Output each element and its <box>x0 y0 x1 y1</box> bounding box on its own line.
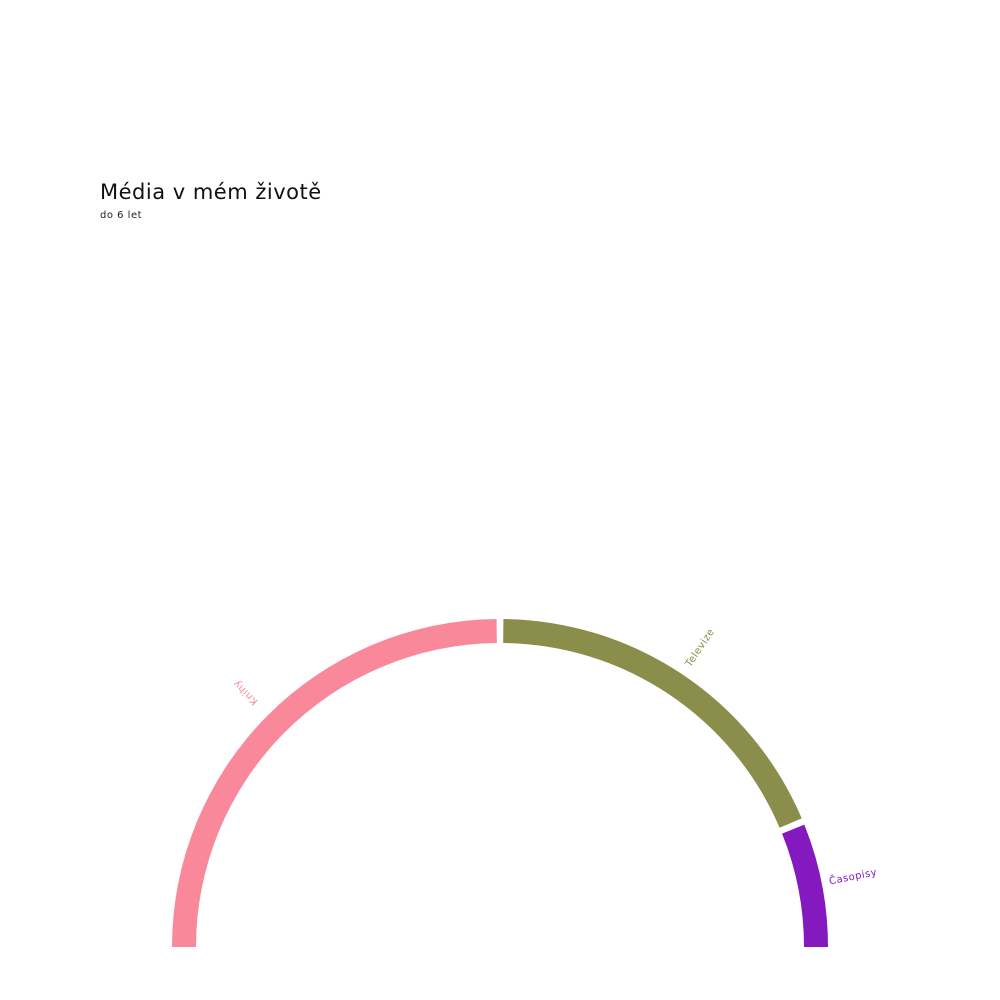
arc-segment-1 <box>172 619 497 947</box>
segment-label-1: Knihy <box>231 677 260 706</box>
arc-segment-2 <box>503 619 802 828</box>
arc-segment-3 <box>782 824 828 947</box>
segment-label-3: Časopisy <box>828 865 878 887</box>
chart-title: Média v mém životě <box>100 180 322 204</box>
segment-label-2: Televize <box>683 627 717 670</box>
chart-subtitle: do 6 let <box>100 210 143 221</box>
